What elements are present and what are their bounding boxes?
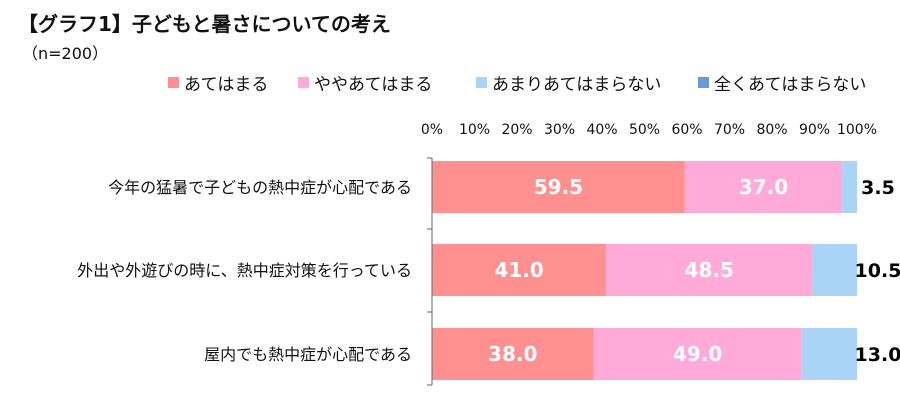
x-tick-label: 10% (459, 122, 490, 138)
x-tick-label: 100% (837, 122, 877, 138)
x-tick-label: 70% (714, 122, 745, 138)
bar-segment (432, 328, 594, 380)
x-tick-label: 50% (629, 122, 660, 138)
data-label: 38.0 (488, 342, 537, 366)
legend-item-mattaku-atehamaranai: 全くあてはまらない (698, 70, 866, 95)
bar-segment (842, 161, 857, 213)
data-label: 49.0 (673, 342, 722, 366)
data-label: 10.5 (855, 260, 900, 282)
category-label: 屋内でも熱中症が心配である (204, 345, 412, 364)
data-label: 59.5 (534, 175, 583, 199)
x-tick-label: 80% (756, 122, 787, 138)
data-label: 48.5 (685, 258, 734, 282)
x-tick-label: 60% (671, 122, 702, 138)
legend-item-atehamaru: あてはまる (168, 70, 268, 95)
chart-legend: あてはまる ややあてはまる あまりあてはまらない 全くあてはまらない (0, 62, 900, 95)
legend-swatch-atehamaru (168, 77, 179, 88)
x-tick-label: 90% (799, 122, 830, 138)
bar-segment (432, 244, 607, 296)
x-tick-label: 40% (586, 122, 617, 138)
legend-item-amari-atehamaranai: あまりあてはまらない (476, 70, 661, 95)
bar-segment (606, 244, 813, 296)
legend-swatch-mattaku-atehamaranai (698, 77, 709, 88)
legend-swatch-yaya-atehamaru (298, 77, 309, 88)
legend-label-mattaku-atehamaranai: 全くあてはまらない (714, 75, 867, 95)
legend-label-yaya-atehamaru: ややあてはまる (314, 75, 433, 95)
bar-segment (593, 328, 802, 380)
data-label: 3.5 (861, 177, 895, 199)
x-tick-label: 0% (421, 122, 443, 138)
chart-subtitle: （n=200） (22, 44, 109, 63)
bar-segment (812, 244, 857, 296)
data-label: 41.0 (494, 258, 543, 282)
category-label: 外出や外遊びの時に、熱中症対策を行っている (77, 261, 412, 280)
data-label: 37.0 (739, 175, 788, 199)
bar-segment (684, 161, 843, 213)
legend-swatch-amari-atehamaranai (476, 77, 487, 88)
bar-segment (432, 161, 685, 213)
x-tick-label: 30% (544, 122, 575, 138)
legend-label-atehamaru: あてはまる (184, 75, 269, 95)
x-tick-label: 20% (501, 122, 532, 138)
data-label: 13.0 (855, 344, 900, 366)
legend-item-yaya-atehamaru: ややあてはまる (298, 70, 432, 95)
chart-title: 【グラフ1】子どもと暑さについての考え (18, 12, 391, 36)
bar-segment (801, 328, 857, 380)
category-label: 今年の猛暑で子どもの熱中症が心配である (108, 178, 412, 197)
legend-label-amari-atehamaranai: あまりあてはまらない (492, 75, 662, 95)
